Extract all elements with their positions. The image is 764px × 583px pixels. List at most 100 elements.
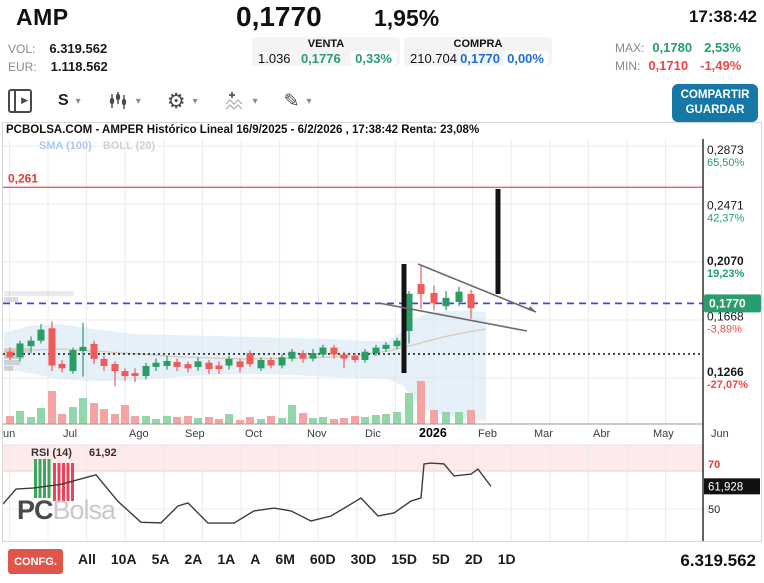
share-save-button[interactable]: COMPARTIR GUARDAR (672, 84, 758, 122)
svg-text:Feb: Feb (478, 428, 497, 440)
svg-text:Jun: Jun (711, 428, 729, 440)
svg-text:Oct: Oct (245, 428, 262, 440)
gear-icon: ⚙ (166, 89, 186, 113)
pcbolsa-watermark: PCBolsa (17, 495, 117, 526)
legend-sma[interactable]: SMA (100) (39, 140, 92, 152)
range-buttons: All 10A 5A 2A 1A A 6M 60D 30D 15D 5D 2D 1D (78, 551, 516, 567)
config-button[interactable]: CONFG. (8, 549, 63, 574)
last-price: 0,1770 (236, 1, 322, 32)
max-label: MAX: (615, 41, 645, 55)
timeframe-bar: CONFG. All 10A 5A 2A 1A A 6M 60D 30D 15D 5D 2D 1D 6.… (0, 545, 764, 583)
range-button-2a[interactable]: 2A (184, 551, 203, 567)
svg-text:-3,89%: -3,89% (707, 323, 742, 335)
svg-text:0,261: 0,261 (8, 171, 38, 185)
chevron-down-icon: ▾ (135, 95, 141, 107)
min-label: MIN: (615, 59, 641, 73)
eur-value: 1.118.562 (50, 59, 108, 74)
range-button-1d[interactable]: 1D (497, 551, 516, 567)
bid-title: VENTA (307, 38, 345, 50)
chart-widget: PCBOLSA.COM - AMPER Histórico Lineal 16/… (2, 122, 762, 542)
svg-text:Ago: Ago (129, 428, 149, 440)
ask-box: COMPRA 210.704 0,1770 0,00% (404, 37, 552, 66)
range-button-6m[interactable]: 6M (275, 551, 295, 567)
max-value: 0,1780 (652, 40, 693, 55)
ask-percent: 0,00% (503, 51, 548, 66)
share-label: COMPARTIR (680, 89, 750, 101)
svg-text:0,1770: 0,1770 (709, 296, 746, 310)
chart-title: PCBOLSA.COM - AMPER Histórico Lineal 16/… (6, 124, 480, 136)
svg-text:65,50%: 65,50% (707, 157, 745, 169)
legend-boll[interactable]: BOLL (20) (102, 140, 156, 152)
chevron-down-icon: ▾ (306, 95, 312, 107)
svg-text:-27,07%: -27,07% (707, 379, 748, 391)
svg-text:Abr: Abr (593, 428, 610, 440)
range-button-5a[interactable]: 5A (151, 551, 170, 567)
svg-text:Mar: Mar (534, 428, 553, 440)
ask-quantity: 210.704 (410, 51, 457, 66)
rsi-indicator-label[interactable]: RSI (14) 61,92 (31, 447, 117, 459)
add-indicator-icon (225, 92, 243, 110)
range-button-2d[interactable]: 2D (464, 551, 483, 567)
eur-row: EUR: 1.118.562 (8, 59, 108, 74)
chevron-down-icon: ▾ (252, 95, 258, 107)
range-button-60d[interactable]: 60D (309, 551, 336, 567)
chart-legend: SMA (100) BOLL (20) (39, 140, 155, 152)
range-button-30d[interactable]: 30D (350, 551, 377, 567)
settings-menu[interactable]: ⚙ ▾ (167, 91, 198, 112)
draw-menu[interactable]: ✎ ▾ (284, 92, 312, 111)
volume-row: VOL: 6.319.562 (8, 41, 107, 56)
svg-text:Jul: Jul (63, 428, 77, 440)
candlestick-icon (109, 92, 126, 109)
min-value: 0,1710 (648, 58, 689, 73)
symbol: AMP (16, 4, 69, 30)
min-row: MIN: 0,1710 -1,49% (615, 58, 741, 73)
bid-box: VENTA 1.036 0,1776 0,33% (252, 37, 400, 66)
panel-toggle-icon[interactable]: ▶ (8, 89, 32, 113)
svg-text:2026: 2026 (419, 426, 447, 440)
rsi-name: RSI (14) (31, 447, 72, 459)
max-percent: 2,53% (704, 40, 741, 55)
svg-text:0,2471: 0,2471 (707, 199, 744, 213)
change-percent: 1,95% (374, 5, 440, 31)
range-button-15d[interactable]: 15D (391, 551, 417, 567)
chevron-down-icon: ▾ (192, 95, 198, 107)
svg-text:50: 50 (708, 504, 720, 516)
total-volume: 6.319.562 (680, 551, 756, 570)
svg-text:Sep: Sep (185, 428, 205, 440)
watermark-pc: PC (17, 495, 54, 525)
eur-label: EUR: (8, 60, 37, 74)
add-indicator-menu[interactable]: ▾ (224, 90, 258, 112)
max-row: MAX: 0,1780 2,53% (615, 40, 741, 55)
chart-toolbar: ▶ S ▾ ▾ ⚙ ▾ (0, 80, 764, 122)
svg-text:Nov: Nov (307, 428, 327, 440)
range-button-10a[interactable]: 10A (110, 551, 137, 567)
ask-title: COMPRA (453, 38, 503, 50)
svg-text:70: 70 (708, 459, 720, 471)
svg-text:0,1266: 0,1266 (707, 365, 744, 379)
svg-text:0,1668: 0,1668 (707, 309, 744, 323)
bid-quantity: 1.036 (258, 51, 291, 66)
range-button-1a[interactable]: 1A (217, 551, 236, 567)
min-percent: -1,49% (700, 58, 742, 73)
clock: 17:38:42 (688, 7, 757, 26)
timeframe-menu[interactable]: S ▾ (58, 92, 81, 110)
svg-text:0,2070: 0,2070 (707, 254, 744, 268)
chevron-down-icon: ▾ (75, 95, 81, 107)
vol-value: 6.319.562 (49, 41, 108, 56)
svg-text:Dic: Dic (365, 428, 381, 440)
range-button-5d[interactable]: 5D (431, 551, 450, 567)
watermark-bolsa: Bolsa (52, 495, 117, 525)
save-label: GUARDAR (685, 103, 745, 116)
bid-price: 0,1776 (300, 51, 341, 66)
range-button-a[interactable]: A (250, 551, 261, 567)
svg-text:19,23%: 19,23% (707, 268, 745, 280)
ask-price: 0,1770 (460, 51, 500, 66)
chart-type-menu[interactable]: ▾ (107, 90, 141, 112)
svg-text:42,37%: 42,37% (707, 213, 745, 225)
range-button-all[interactable]: All (78, 551, 96, 567)
svg-text:May: May (653, 428, 674, 440)
timeframe-letter: S (58, 92, 69, 109)
svg-text:61,928: 61,928 (708, 481, 743, 493)
